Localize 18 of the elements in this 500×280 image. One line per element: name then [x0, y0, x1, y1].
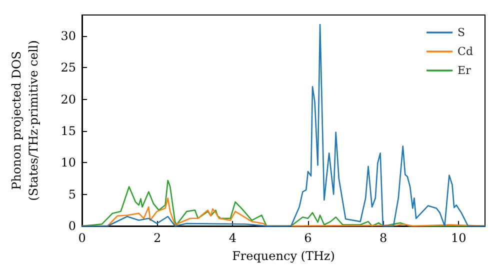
y-tick-label: 5	[68, 187, 76, 202]
x-tick-label: 0	[78, 231, 86, 245]
y-tick-label: 25	[60, 60, 76, 75]
y-tick-label: 15	[60, 124, 76, 138]
x-tick-label: 6	[304, 231, 312, 245]
y-tick-label: 0	[68, 219, 76, 233]
x-axis-title: Frequency (THz)	[232, 249, 335, 263]
y-tick-label: 30	[60, 28, 76, 43]
x-tick-label: 8	[379, 231, 388, 245]
y-axis-title: Phonon projected DOS (States/THz·primitive cell)	[10, 40, 40, 201]
y-tick-label: 20	[60, 92, 76, 106]
legend-label: S	[458, 26, 466, 39]
x-tick-label: 2	[154, 231, 162, 245]
legend-label: Cd	[458, 45, 474, 58]
y-tick-label: 10	[60, 156, 76, 170]
x-tick-label: 10	[450, 231, 466, 245]
legend-label: Er	[458, 64, 472, 77]
x-tick-label: 4	[228, 231, 237, 245]
